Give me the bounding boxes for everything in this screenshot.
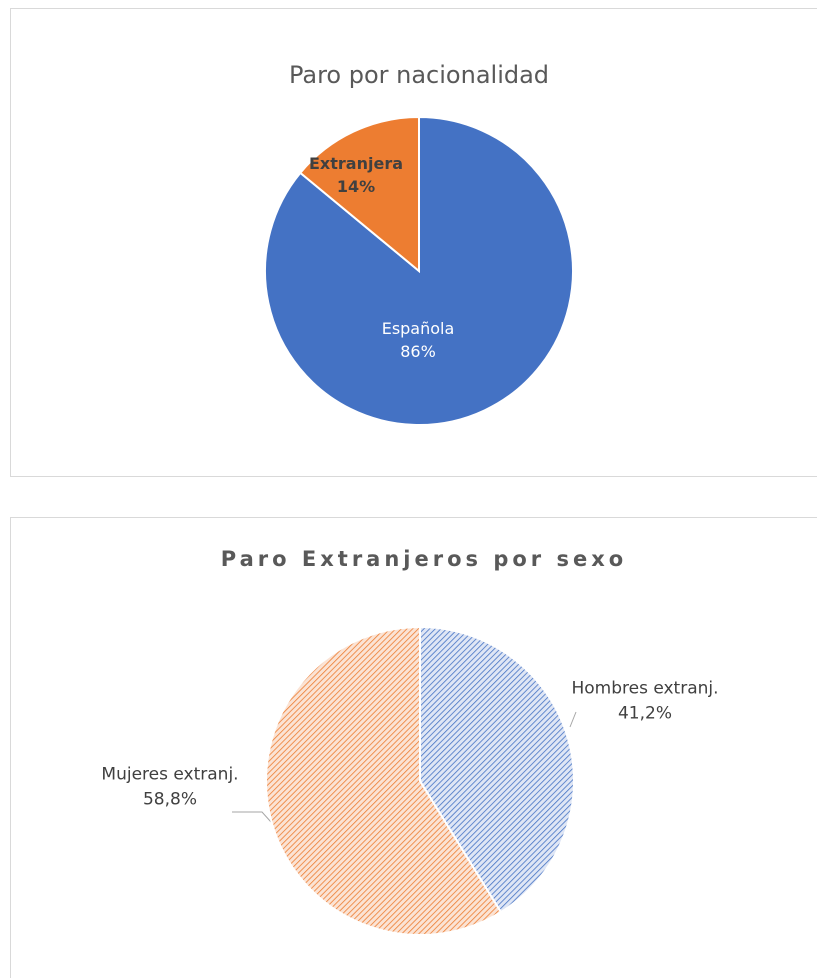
data-label: Hombres extranj. 41,2% (570, 676, 720, 725)
value-label: 86% (400, 342, 436, 361)
value-label: 14% (336, 177, 376, 196)
pie-slice (298, 115, 420, 274)
data-label: Española 86% (358, 317, 478, 363)
data-label: Extranjera 14% (296, 152, 416, 198)
value-label: 58,8% (142, 789, 197, 809)
leader-line (232, 811, 272, 823)
pie-slice (265, 625, 503, 936)
chart-title: Paro por nacionalidad (289, 61, 549, 89)
value-label: 41,2% (617, 703, 672, 723)
category-label: Mujeres extranj. (101, 764, 239, 785)
pie-slice (419, 625, 575, 914)
category-label: Extranjera (309, 153, 403, 173)
leader-line (569, 711, 577, 728)
category-label: Española (381, 318, 455, 338)
chart-title: Paro Extranjeros por sexo (221, 547, 627, 571)
category-label: Hombres extranj. (571, 678, 719, 699)
data-label: Mujeres extranj. 58,8% (95, 762, 245, 811)
